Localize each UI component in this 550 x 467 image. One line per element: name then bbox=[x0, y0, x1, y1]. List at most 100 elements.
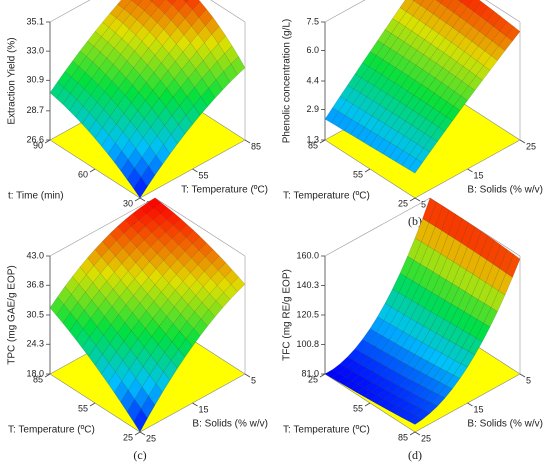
panel: 81.0 100.8 120.5 140.3 160.0 25 55 85 25 15 5 TFC (… bbox=[282, 197, 543, 462]
x-tick bbox=[89, 402, 96, 407]
surface-patch bbox=[230, 276, 246, 292]
y-tick bbox=[467, 168, 473, 173]
y-tick bbox=[244, 139, 251, 144]
z-axis-title: Phenolic concentration (g/L) bbox=[282, 19, 293, 144]
y-tick-label: 25 bbox=[526, 141, 536, 151]
x-axis-title: T: Temperature (ºC) bbox=[283, 191, 370, 202]
z-tick-label: 140.3 bbox=[296, 280, 319, 290]
x-tick-label: 85 bbox=[33, 374, 43, 384]
y-tick-label: 15 bbox=[199, 404, 209, 414]
y-axis-title: B: Solids (% w/v) bbox=[467, 185, 543, 196]
surface-patch bbox=[148, 383, 163, 406]
z-tick-label: 33.0 bbox=[26, 46, 44, 56]
y-tick bbox=[244, 373, 251, 378]
x-axis-title: T: Temperature (ºC) bbox=[283, 425, 370, 436]
surface-patch bbox=[423, 402, 438, 414]
surface-patch bbox=[215, 292, 231, 309]
z-axis-title: TPC (mg GAE/g EOP) bbox=[7, 265, 18, 364]
y-tick-label: 5 bbox=[251, 375, 256, 385]
z-tick-label: 2.9 bbox=[306, 104, 319, 114]
z-tick-label: 43.0 bbox=[26, 250, 44, 260]
x-tick-label: 90 bbox=[33, 140, 43, 150]
z-tick-label: 35.1 bbox=[26, 16, 44, 26]
x-axis-title: t: Time (min) bbox=[8, 191, 64, 202]
z-tick-label: 1.3 bbox=[306, 134, 319, 144]
y-tick-label: 85 bbox=[251, 141, 261, 151]
surface-patch bbox=[408, 415, 423, 425]
box-edge bbox=[49, 0, 246, 23]
surface-patch bbox=[430, 394, 446, 407]
x-tick-label: 60 bbox=[78, 169, 88, 179]
x-tick-label: 30 bbox=[123, 198, 133, 208]
y-tick bbox=[192, 402, 198, 407]
surface-patch bbox=[490, 290, 506, 312]
y-tick bbox=[414, 431, 421, 436]
z-tick-label: 18.0 bbox=[26, 368, 44, 378]
x-tick-label: 55 bbox=[78, 403, 88, 413]
panel: 26.628.730.933.035.1906030255585Extracti… bbox=[7, 0, 268, 228]
x-tick-label: 25 bbox=[398, 198, 408, 208]
surface-patch bbox=[166, 0, 177, 6]
z-tick-label: 120.5 bbox=[296, 309, 319, 319]
panel-label: (c) bbox=[133, 448, 146, 462]
panel-label: (b) bbox=[408, 214, 422, 228]
surface-patch bbox=[430, 126, 446, 142]
x-tick-label: 55 bbox=[353, 169, 363, 179]
surface-patch bbox=[505, 26, 521, 42]
z-tick-label: 30.9 bbox=[26, 75, 44, 85]
x-tick bbox=[44, 139, 51, 144]
surface-patch bbox=[149, 0, 154, 3]
z-tick-label: 160.0 bbox=[296, 250, 319, 260]
surface-patch bbox=[408, 158, 423, 174]
y-tick bbox=[519, 139, 526, 144]
y-tick bbox=[414, 197, 421, 202]
x-tick bbox=[44, 373, 51, 378]
y-tick-label: 15 bbox=[474, 404, 484, 414]
z-tick-label: 36.8 bbox=[26, 280, 44, 290]
x-tick bbox=[364, 402, 371, 407]
y-tick-label: 5 bbox=[526, 375, 531, 385]
panel-label: (d) bbox=[408, 448, 422, 462]
surface-patch bbox=[133, 408, 148, 433]
z-tick-label: 4.4 bbox=[306, 75, 319, 85]
surface-patch bbox=[438, 116, 453, 132]
x-tick-label: 85 bbox=[308, 140, 318, 150]
surface-patch bbox=[200, 309, 216, 327]
y-tick-label: 55 bbox=[199, 170, 209, 180]
surface-patch bbox=[133, 176, 148, 199]
x-tick bbox=[319, 139, 326, 144]
x-tick bbox=[409, 431, 416, 436]
box-edge bbox=[324, 0, 521, 23]
y-tick bbox=[192, 168, 198, 173]
z-tick-label: 81.0 bbox=[301, 368, 319, 378]
surface-patch bbox=[140, 165, 156, 187]
surface-patch bbox=[440, 0, 454, 9]
z-tick-label: 100.8 bbox=[296, 339, 319, 349]
y-tick bbox=[519, 373, 526, 378]
z-tick-label: 26.6 bbox=[26, 134, 44, 144]
y-tick-label: 25 bbox=[421, 433, 431, 443]
x-tick-label: 55 bbox=[353, 403, 363, 413]
surface-patch bbox=[151, 0, 165, 8]
surface-patch bbox=[208, 79, 223, 99]
z-tick-label: 6.0 bbox=[306, 45, 319, 55]
z-tick-label: 28.7 bbox=[26, 105, 44, 115]
x-tick-label: 85 bbox=[398, 432, 408, 442]
x-tick bbox=[89, 168, 96, 173]
y-tick-label: 15 bbox=[474, 170, 484, 180]
z-axis-title: TFC (mg RE/g EOP) bbox=[282, 269, 293, 361]
panel: 1.3 2.9 4.4 6.0 7.5 85 55 25 5 15 25 Phenolic conce… bbox=[282, 0, 543, 228]
x-tick bbox=[364, 168, 371, 173]
y-tick-label: 25 bbox=[146, 433, 156, 443]
surface-patch bbox=[460, 351, 476, 368]
surface-patch bbox=[215, 71, 231, 91]
y-tick bbox=[139, 431, 146, 436]
surface-patch bbox=[163, 134, 178, 155]
surface-patch bbox=[420, 0, 434, 10]
z-tick-label: 30.5 bbox=[26, 309, 44, 319]
x-tick-label: 25 bbox=[123, 432, 133, 442]
x-tick bbox=[319, 373, 326, 378]
x-tick-label: 25 bbox=[308, 374, 318, 384]
x-tick bbox=[134, 431, 141, 436]
